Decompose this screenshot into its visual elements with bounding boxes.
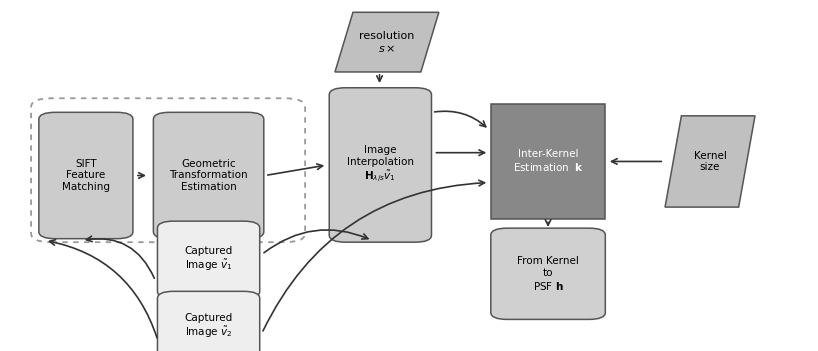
Polygon shape	[665, 116, 755, 207]
FancyBboxPatch shape	[491, 228, 605, 319]
FancyBboxPatch shape	[157, 291, 260, 351]
FancyBboxPatch shape	[154, 112, 263, 239]
FancyBboxPatch shape	[38, 112, 133, 239]
Polygon shape	[335, 12, 439, 72]
Text: From Kernel
to
PSF $\mathbf{h}$: From Kernel to PSF $\mathbf{h}$	[517, 256, 579, 292]
Text: Image
Interpolation
$\mathbf{H}_{\lambda/s}\tilde{v}_1$: Image Interpolation $\mathbf{H}_{\lambda…	[347, 145, 414, 185]
Text: Geometric
Transformation
Estimation: Geometric Transformation Estimation	[169, 159, 248, 192]
Text: Inter-Kernel
Estimation  $\mathbf{k}$: Inter-Kernel Estimation $\mathbf{k}$	[513, 150, 583, 173]
Bar	[491, 104, 605, 219]
Text: resolution
$s\times$: resolution $s\times$	[359, 31, 415, 53]
Text: SIFT
Feature
Matching: SIFT Feature Matching	[62, 159, 110, 192]
Text: Kernel
size: Kernel size	[694, 151, 726, 172]
FancyBboxPatch shape	[329, 88, 432, 242]
Text: Captured
Image $\tilde{v}_2$: Captured Image $\tilde{v}_2$	[185, 313, 232, 340]
FancyBboxPatch shape	[157, 221, 260, 298]
Text: Captured
Image $\tilde{v}_1$: Captured Image $\tilde{v}_1$	[185, 246, 232, 273]
